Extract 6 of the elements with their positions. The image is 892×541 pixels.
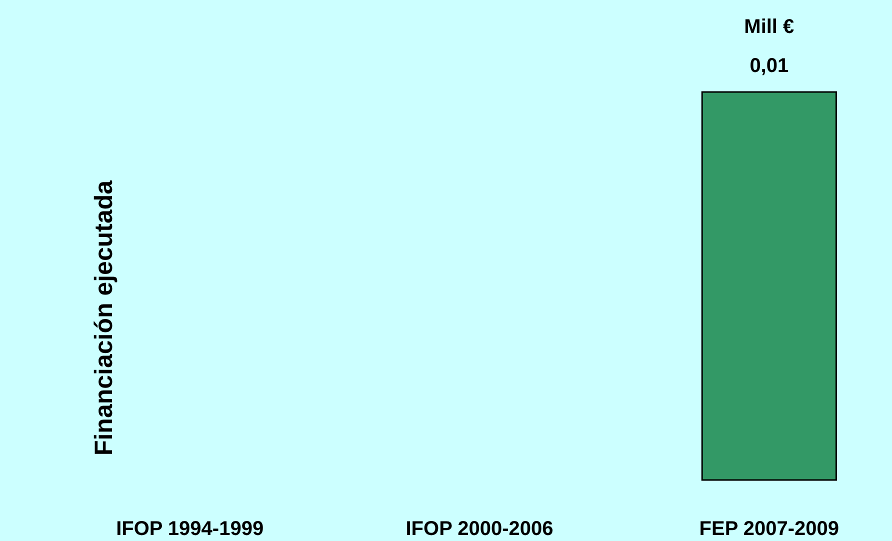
x-tick-label: FEP 2007-2009: [699, 518, 840, 540]
x-tick-label: IFOP 1994-1999: [116, 518, 264, 540]
y-axis-title: Financiación ejecutada: [90, 179, 118, 456]
x-tick-label: IFOP 2000-2006: [406, 518, 554, 540]
text: Mill €: [744, 16, 794, 38]
data-label: 0,01: [750, 55, 789, 77]
